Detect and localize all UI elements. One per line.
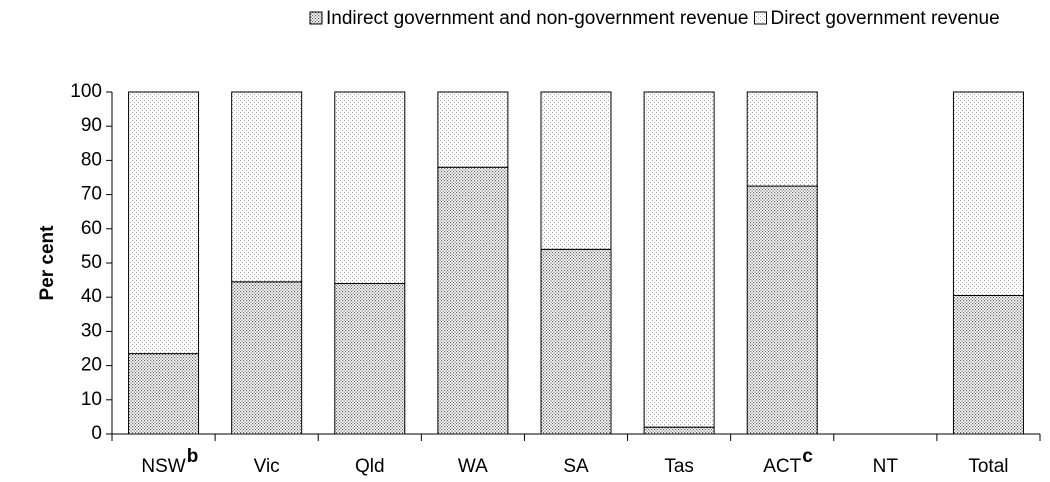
bar-segment (643, 426, 715, 435)
y-tick-label: 80 (81, 149, 102, 170)
bar-segment (334, 91, 406, 285)
bar-segment (128, 91, 200, 355)
bar-segment (128, 353, 200, 435)
x-tick-label: WA (458, 456, 488, 477)
category-note: b (187, 446, 199, 467)
x-tick-label: Qld (355, 456, 385, 477)
bar-segment (540, 248, 612, 435)
y-tick-label: 40 (81, 286, 102, 307)
bar-segment (231, 281, 303, 435)
category-note: c (802, 446, 813, 467)
bar-segment (437, 91, 509, 168)
bar-segment (540, 91, 612, 250)
y-tick-label: 100 (70, 81, 102, 102)
bar-segment (334, 283, 406, 435)
bar-segment (437, 166, 509, 435)
x-tick-label: ACT (763, 456, 801, 477)
x-tick-label: Vic (254, 456, 280, 477)
y-tick-label: 50 (81, 252, 102, 273)
x-tick-label: NSW (141, 456, 185, 477)
legend-swatch (753, 11, 767, 25)
bar-segment (231, 91, 303, 283)
y-tick-label: 90 (81, 115, 102, 136)
y-axis-label: Per cent (37, 225, 58, 301)
legend-label: Indirect government and non-government r… (326, 8, 748, 29)
y-tick-label: 10 (81, 389, 102, 410)
y-tick-label: 0 (91, 423, 102, 444)
bar-segment (952, 91, 1024, 296)
y-tick-label: 20 (81, 355, 102, 376)
legend-swatch (309, 11, 323, 25)
legend-label: Direct government revenue (770, 8, 999, 29)
bar-segment (643, 91, 715, 428)
bar-segment (746, 91, 818, 187)
y-tick-label: 30 (81, 320, 102, 341)
x-tick-label: Total (968, 456, 1008, 477)
x-tick-label: Tas (664, 456, 694, 477)
x-tick-label: NT (873, 456, 899, 477)
bar-segment (952, 294, 1024, 435)
bar-segment (746, 185, 818, 435)
y-tick-label: 70 (81, 184, 102, 205)
x-tick-label: SA (563, 456, 589, 477)
y-tick-label: 60 (81, 218, 102, 239)
